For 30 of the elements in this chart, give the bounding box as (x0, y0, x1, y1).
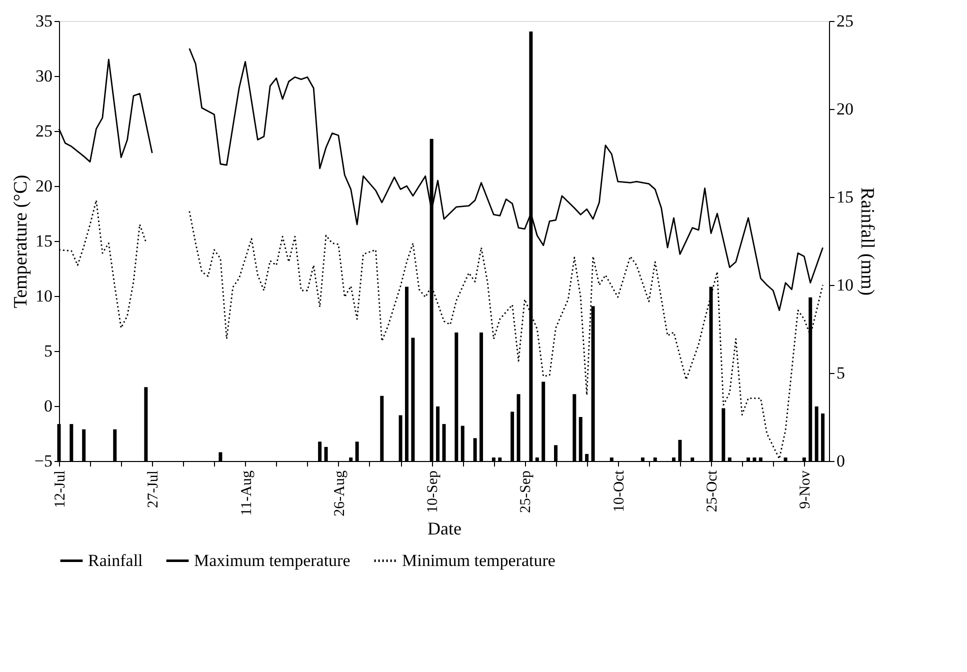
y-tick-label: 5 (44, 342, 52, 360)
x-tick-label: 9-Nov (798, 470, 814, 509)
legend-label: Rainfall (88, 550, 144, 570)
y-tick-label: 30 (36, 66, 52, 86)
x-tick-label: 26-Aug (332, 470, 348, 516)
x-tick-label: 25-Sep (518, 470, 534, 513)
x-tick-label: 10-Sep (425, 470, 442, 513)
y2-tick-label: 0 (836, 452, 845, 470)
legend-label: Maximum temperature (194, 550, 350, 570)
x-tick-label: 27-Jul (146, 470, 162, 508)
y-tick-label: −5 (34, 452, 52, 470)
x-tick-label: 10-Oct (611, 470, 628, 512)
y2-tick-label: 25 (836, 12, 854, 30)
y-tick-label: 15 (36, 232, 52, 250)
y2-tick-label: 20 (836, 100, 854, 118)
y-tick-label: 20 (36, 176, 52, 196)
y-axis-title: Temperature (°C) (10, 174, 32, 308)
y2-tick-label: 5 (836, 364, 845, 382)
y2-tick-label: 10 (836, 276, 854, 294)
y2-tick-label: 15 (836, 188, 854, 206)
y-tick-label: 10 (36, 286, 52, 306)
y2-axis-title: Rainfall (mm) (856, 187, 878, 296)
x-axis-title: Date (428, 518, 462, 538)
legend-label: Minimum temperature (402, 550, 556, 570)
y-tick-label: 25 (36, 122, 52, 140)
x-tick-label: 11-Aug (238, 470, 255, 516)
x-tick-label: 25-Oct (704, 470, 721, 512)
y-tick-label: 35 (36, 12, 52, 30)
x-tick-label: 12-Jul (52, 470, 68, 508)
y-tick-label: 0 (44, 396, 52, 416)
